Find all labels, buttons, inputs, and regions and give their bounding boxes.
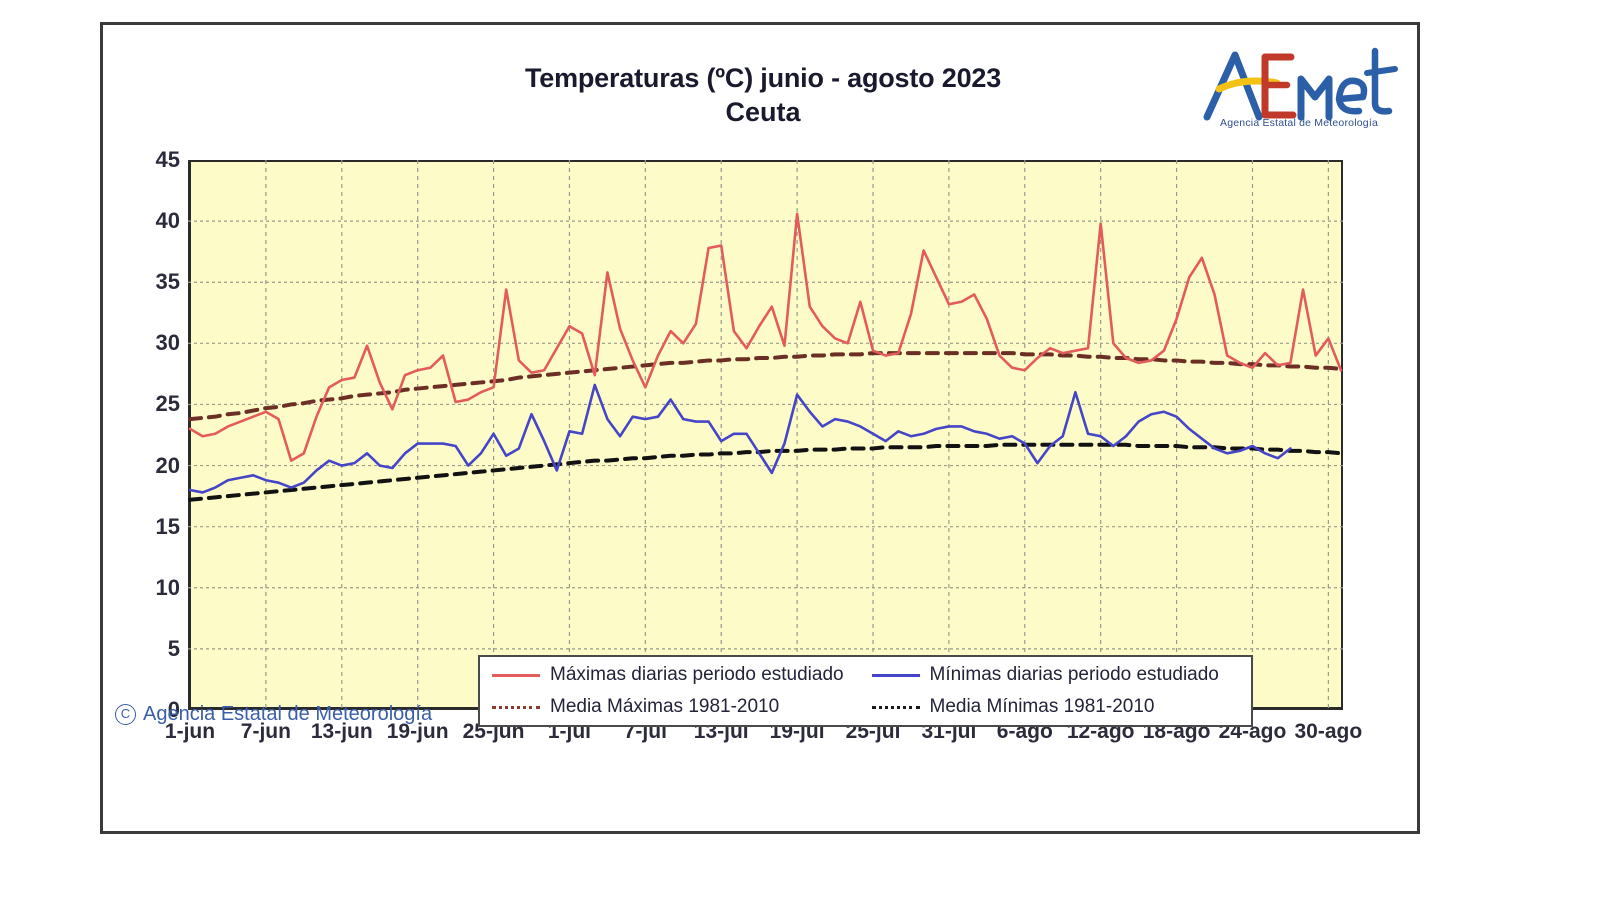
y-axis-tick-45: 45 [155, 147, 180, 172]
y-axis-tick-35: 35 [155, 269, 180, 295]
y-axis-tick-10: 10 [155, 574, 180, 600]
temperature-chart-svg [188, 160, 1343, 710]
y-axis-tick-30: 30 [155, 330, 180, 356]
aemet-logo [1203, 47, 1398, 121]
legend-swatch-max-line [492, 673, 540, 677]
copyright-text: Agencia Estatal de Meteorología [143, 703, 433, 725]
plot-wrapper: 0 5 10 15 20 25 30 35 40 45 1-jun 7-jun 13-jun 19-ju… [156, 147, 1363, 743]
legend-swatch-mean-max-line [492, 705, 540, 709]
series-line-0 [188, 212, 1343, 462]
x-axis-tick-19-jun: 19-jun [386, 720, 449, 743]
series-line-2 [188, 351, 1343, 422]
plot-area [188, 160, 1343, 710]
x-axis-tick-30-ago: 30-ago [1294, 720, 1363, 743]
legend-item-min-daily: Mínimas diarias periodo estudiado [866, 664, 1246, 686]
legend-label-min-daily: Mínimas diarias periodo estudiado [929, 664, 1219, 685]
chart-gridlines [188, 160, 1343, 710]
chart-series-layer [188, 212, 1343, 502]
y-axis-tick-20: 20 [155, 452, 180, 478]
chart-legend: Máximas diarias periodo estudiado Mínima… [478, 655, 1253, 727]
x-axis-tick-1-jun: 1-jun [164, 720, 216, 743]
y-axis-tick-15: 15 [155, 513, 180, 539]
aemet-logo-subtitle: Agencia Estatal de Meteorología [1220, 117, 1378, 129]
legend-swatch-min-line [871, 673, 920, 677]
page-title: Temperaturas (ºC) junio - agosto 2023 [524, 63, 1002, 93]
legend-item-mean-min: Media Mínimas 1981-2010 [866, 696, 1246, 718]
series-line-3 [188, 442, 1343, 502]
copyright-icon: C [115, 704, 136, 725]
x-axis-tick-7-jun: 7-jun [240, 720, 291, 743]
legend-item-mean-max: Media Máximas 1981-2010 [486, 696, 866, 718]
legend-item-max-daily: Máximas diarias periodo estudiado [486, 664, 866, 686]
legend-label-mean-min: Media Mínimas 1981-2010 [929, 696, 1155, 717]
series-line-1 [188, 383, 1292, 494]
y-axis-tick-40: 40 [155, 208, 180, 234]
x-axis-tick-13-jun: 13-jun [310, 720, 373, 743]
y-axis-tick-5: 5 [167, 635, 180, 661]
legend-label-mean-max: Media Máximas 1981-2010 [550, 696, 780, 717]
y-axis-tick-25: 25 [155, 391, 180, 417]
chart-figure-frame: Temperaturas (ºC) junio - agosto 2023 Ce… [100, 22, 1420, 834]
y-axis-tick-0: 0 [167, 697, 180, 722]
chart-subtitle: Ceuta [725, 97, 801, 127]
legend-swatch-mean-min-line [871, 705, 920, 709]
legend-label-max-daily: Máximas diarias periodo estudiado [550, 664, 844, 685]
copyright-notice: C Agencia Estatal de Meteorología [115, 703, 432, 726]
